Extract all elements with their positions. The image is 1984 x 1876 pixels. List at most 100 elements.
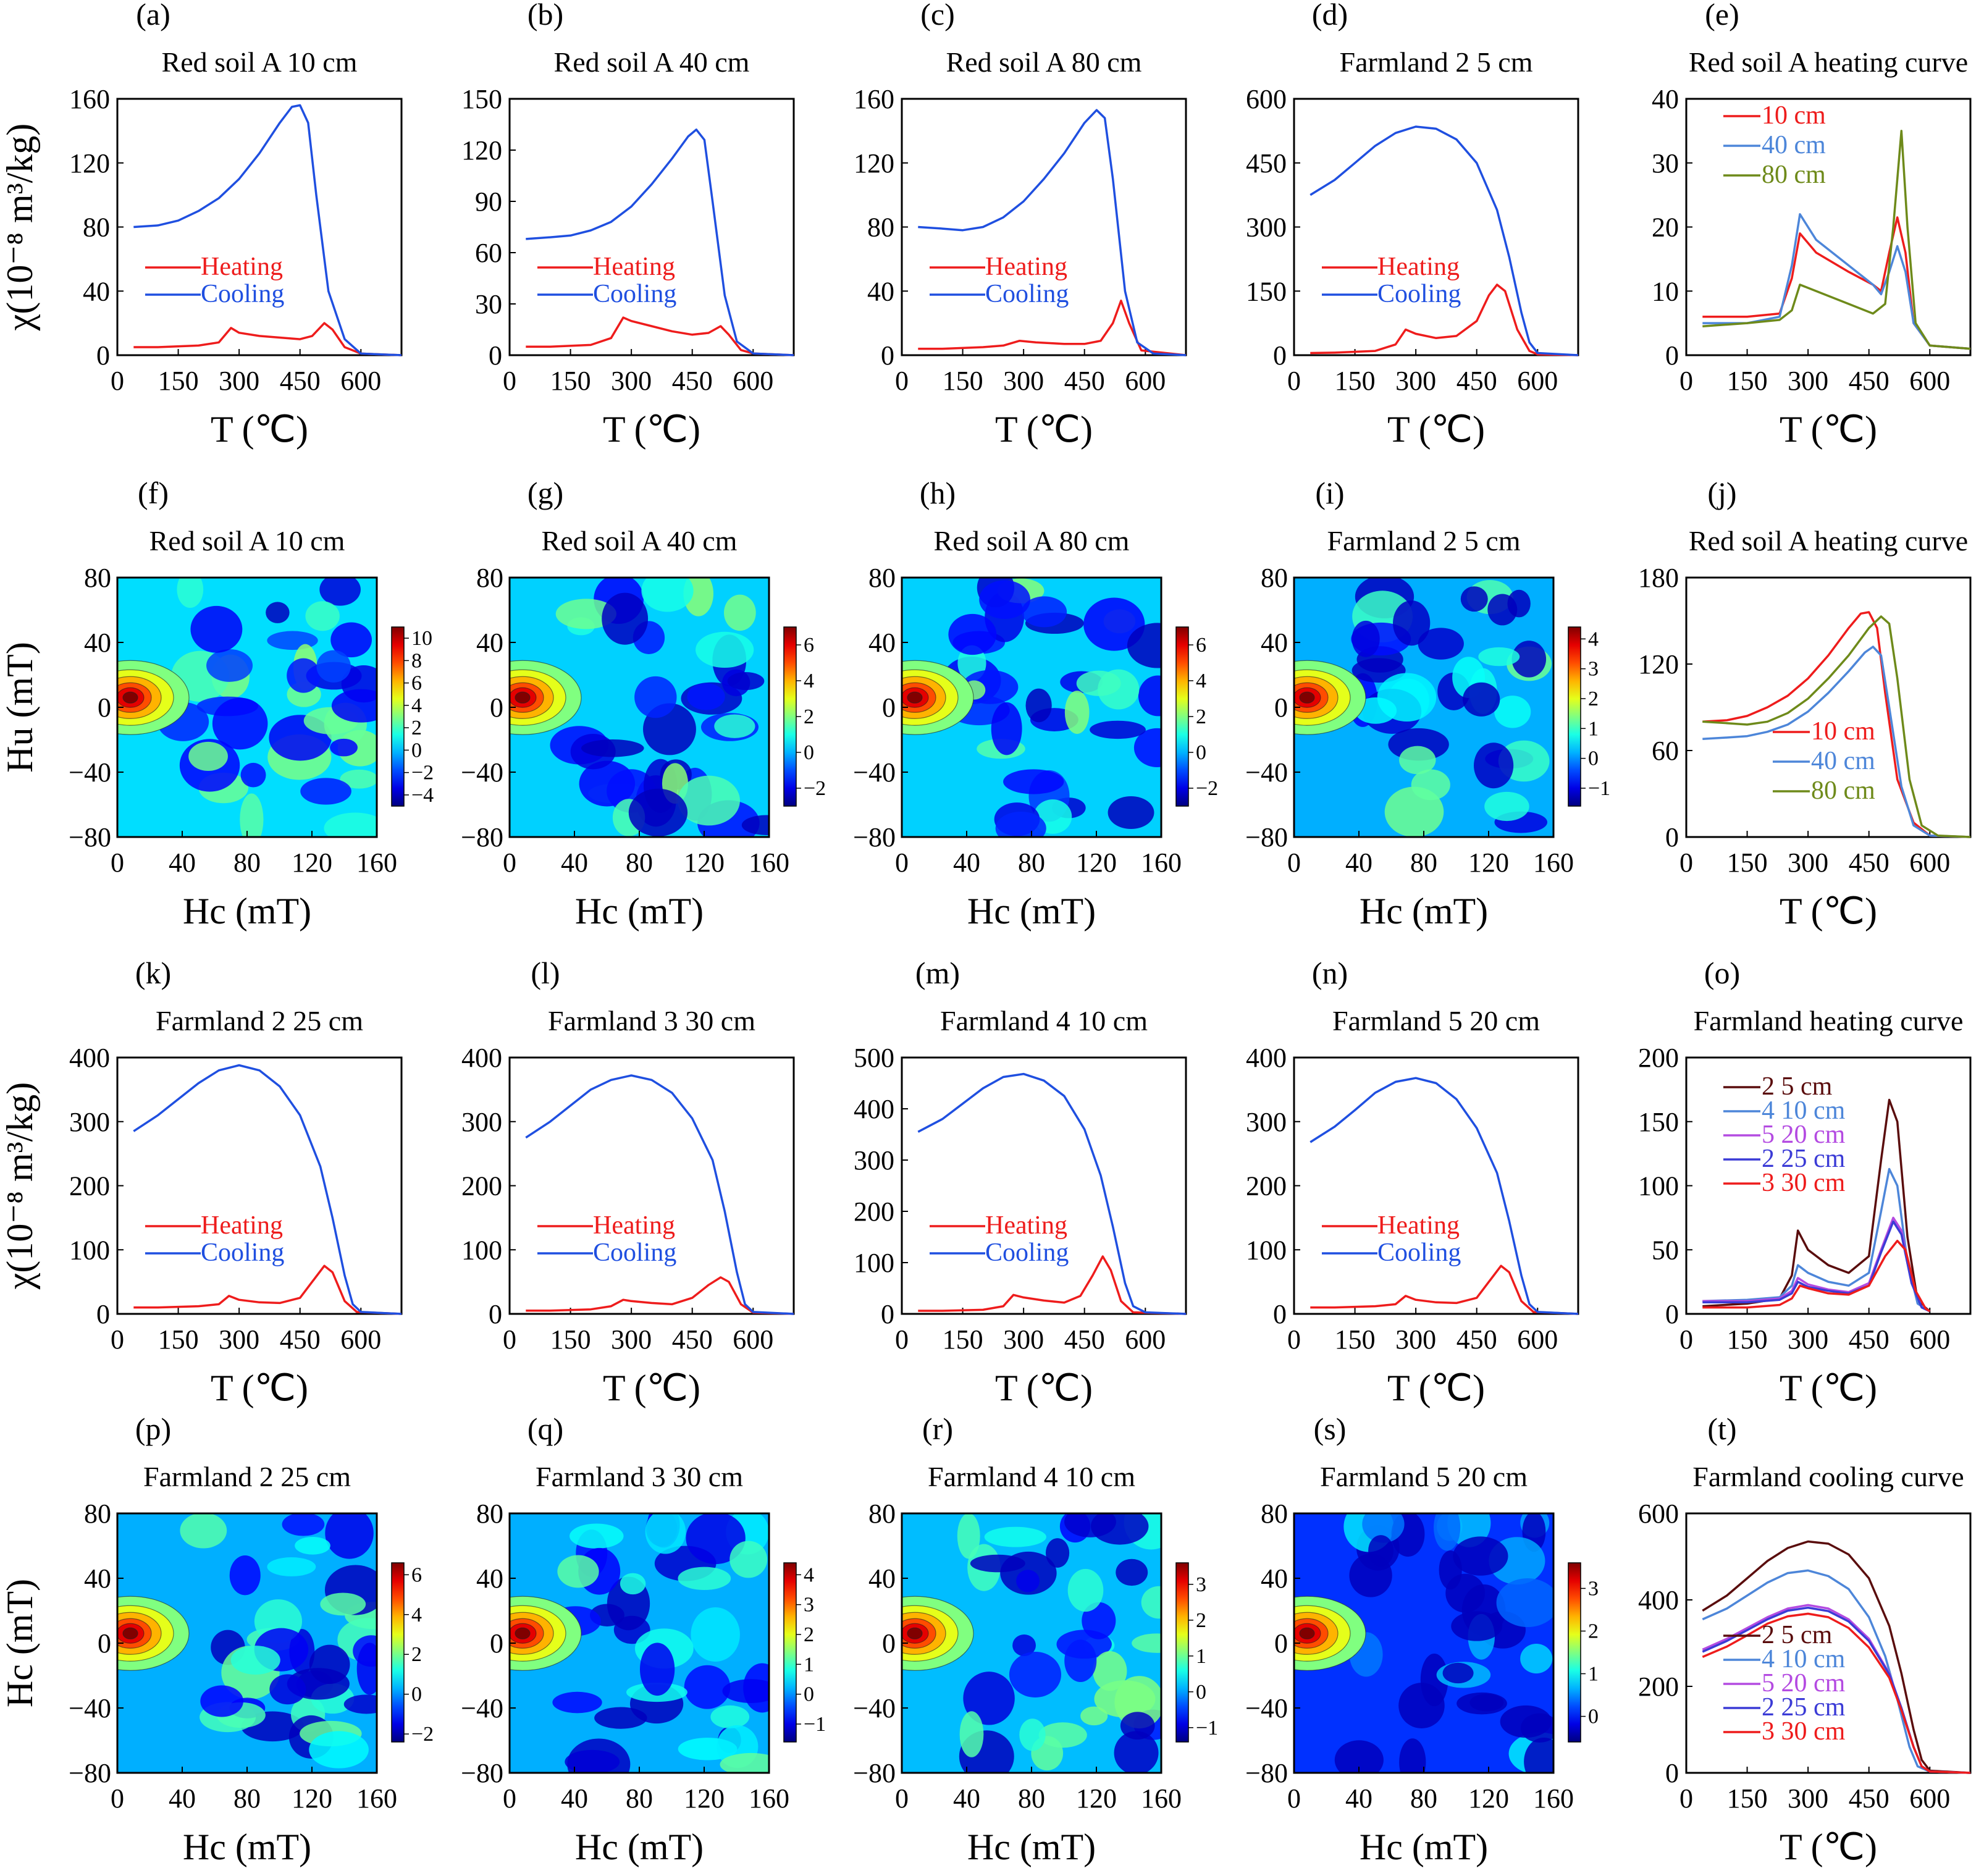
colorbar-tick-label: 2 — [1588, 688, 1599, 710]
x-axis-label: Hc (mT) — [1360, 891, 1488, 932]
heatmap-blob — [305, 601, 340, 631]
colorbar-tick-label: 2 — [1196, 1609, 1206, 1632]
legend-label: Heating — [201, 253, 283, 281]
plot-frame — [1685, 576, 1972, 838]
heatmap-blob — [1114, 1676, 1161, 1729]
y-tick-label: 500 — [854, 1043, 894, 1073]
series-line-3-30-cm — [1702, 1239, 1931, 1313]
y-tick-label: 180 — [1638, 563, 1679, 593]
x-tick-label: 0 — [895, 366, 909, 396]
heatmap-blob — [230, 1646, 280, 1675]
x-tick-label: 450 — [1849, 1324, 1889, 1355]
x-tick-label: 300 — [1395, 366, 1436, 396]
panel-letter: (d) — [1312, 0, 1348, 32]
heatmap-blob — [722, 1679, 769, 1704]
x-tick-label: 300 — [219, 1324, 259, 1355]
heatmap-blob — [1411, 769, 1450, 801]
y-tick-label: 40 — [1261, 1563, 1288, 1594]
y-tick-label: 10 — [1652, 276, 1679, 306]
x-axis-label: Hc (mT) — [183, 891, 311, 932]
x-tick-label: 0 — [1287, 848, 1301, 878]
heatmap-blob — [686, 1513, 746, 1565]
panel-n: (n) Farmland 5 20 cm 0 150 300 450 600 0 100 200 3… — [1246, 956, 1579, 1408]
legend-label: 80 cm — [1762, 161, 1826, 189]
y-tick-label: 30 — [475, 289, 502, 319]
y-tick-label: 100 — [854, 1248, 894, 1278]
y-tick-label: −80 — [1245, 1758, 1288, 1788]
heatmap-blob — [1393, 600, 1431, 646]
panel-letter: (j) — [1707, 476, 1736, 510]
x-tick-label: 80 — [1410, 848, 1437, 878]
panel-letter: (l) — [531, 956, 560, 990]
heatmap-blob — [1025, 688, 1052, 723]
series-line-heating — [918, 300, 1187, 356]
heatmap-blob — [330, 738, 358, 757]
y-tick-label: −80 — [853, 1758, 896, 1788]
heatmap-blob — [343, 1694, 377, 1714]
panel-h: (h) Red soil A 80 cm −2 0 2 4 6 0 40 80 120 160 −80 −… — [853, 476, 1218, 932]
y-tick-label: 150 — [1246, 276, 1287, 306]
y-tick-label: 0 — [1665, 822, 1679, 852]
colorbar — [783, 626, 797, 807]
x-tick-label: 450 — [1456, 366, 1497, 396]
x-tick-label: 0 — [895, 1783, 909, 1814]
heatmap-blob — [594, 1707, 647, 1729]
heatmap-blob — [1022, 596, 1067, 628]
y-tick-label: 40 — [1261, 628, 1288, 658]
panel-title: Farmland 2 5 cm — [1327, 525, 1521, 557]
colorbar-tick-label: 6 — [804, 634, 814, 657]
colorbar-tick-label: 6 — [411, 1563, 422, 1586]
x-tick-label: 80 — [233, 1783, 261, 1814]
heatmap-blob — [991, 702, 1022, 755]
panel-title: Farmland 5 20 cm — [1320, 1461, 1528, 1492]
x-tick-label: 300 — [1788, 848, 1828, 878]
y-tick-label: 120 — [461, 135, 502, 166]
colorbar-tick-label: 4 — [804, 1563, 814, 1586]
colorbar — [1568, 1562, 1581, 1743]
x-tick-label: 600 — [733, 1324, 773, 1355]
y-tick-label: 160 — [69, 84, 110, 114]
y-tick-label: −40 — [853, 1693, 896, 1723]
y-tick-label: 600 — [1246, 84, 1287, 114]
x-tick-label: 600 — [1909, 1324, 1950, 1355]
x-axis-label: Hc (mT) — [183, 1827, 311, 1867]
heatmap-blob — [1463, 682, 1500, 717]
panel-k: (k) Farmland 2 25 cm 0 150 300 450 600 0 100 200 3… — [0, 956, 403, 1408]
plot-frame — [901, 1056, 1187, 1315]
colorbar-tick-label: 1 — [804, 1653, 814, 1676]
heatmap-peak-contour — [907, 691, 923, 704]
x-tick-label: 0 — [111, 366, 124, 396]
heatmap-blob — [720, 1752, 769, 1773]
series-line-cooling — [917, 1072, 1187, 1315]
heatmap-blob — [1469, 1694, 1504, 1712]
heatmap-blob — [741, 815, 769, 835]
x-tick-label: 80 — [626, 848, 653, 878]
legend-label: Heating — [593, 253, 675, 281]
y-tick-label: 80 — [1261, 563, 1288, 593]
heatmap-blob — [1093, 1651, 1127, 1691]
x-tick-label: 0 — [1287, 366, 1301, 396]
x-tick-label: 150 — [1335, 1324, 1376, 1355]
y-tick-label: 200 — [69, 1171, 110, 1201]
heatmap-blob — [1009, 1651, 1062, 1698]
heatmap-blob — [340, 769, 377, 789]
panel-title: Farmland 3 30 cm — [536, 1461, 743, 1492]
heatmap-blob — [330, 622, 372, 658]
heatmap-field — [117, 1513, 377, 1773]
colorbar-tick-label: 0 — [411, 739, 422, 762]
legend-label: 2 25 cm — [1762, 1145, 1846, 1173]
x-axis-label: Hc (mT) — [1360, 1827, 1488, 1867]
heatmap-blob — [696, 631, 754, 668]
heatmap-field — [902, 1513, 1161, 1773]
heatmap-blob — [229, 1555, 261, 1596]
colorbar-tick-label: 2 — [1196, 705, 1206, 728]
x-tick-label: 40 — [561, 848, 588, 878]
y-tick-label: 0 — [1665, 1758, 1679, 1788]
y-tick-label: −80 — [461, 822, 503, 852]
heatmap-peak-contour — [122, 691, 138, 704]
y-tick-label: 0 — [1274, 1628, 1288, 1659]
y-tick-label: 50 — [1652, 1235, 1679, 1265]
x-tick-label: 0 — [111, 1324, 124, 1355]
heatmap-blob — [710, 1705, 750, 1729]
legend-label: Cooling — [985, 280, 1069, 308]
